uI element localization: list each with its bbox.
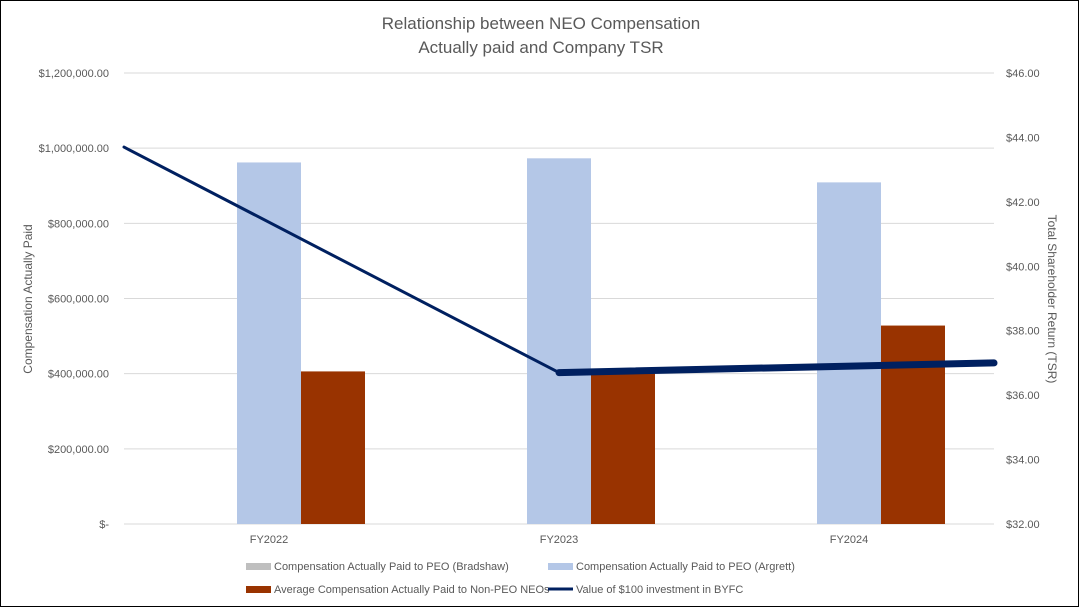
y2-tick-label: $34.00 <box>1006 455 1040 467</box>
y2-tick-label: $38.00 <box>1006 326 1040 338</box>
x-tick-label: FY2023 <box>540 534 579 546</box>
tsr-line-segment <box>122 145 561 375</box>
legend-swatch <box>246 563 271 570</box>
legend-label: Average Compensation Actually Paid to No… <box>274 584 550 596</box>
tsr-line-segment <box>555 359 998 377</box>
y2-tick-label: $32.00 <box>1006 519 1040 531</box>
chart-title-line-2: Actually paid and Company TSR <box>418 38 663 57</box>
legend-item: Compensation Actually Paid to PEO (Brads… <box>246 561 509 573</box>
legend-item: Average Compensation Actually Paid to No… <box>246 584 550 596</box>
y-axis-title: Compensation Actually Paid <box>21 224 35 373</box>
y-tick-label: $600,000.00 <box>48 294 109 306</box>
line-series <box>122 145 998 377</box>
bar <box>817 182 881 524</box>
y2-tick-label: $40.00 <box>1006 261 1040 273</box>
y-tick-label: $- <box>99 519 109 531</box>
bar <box>527 158 591 525</box>
y-tick-label: $200,000.00 <box>48 444 109 456</box>
chart-title-line-1: Relationship between NEO Compensation <box>382 14 700 33</box>
bar <box>591 371 655 524</box>
legend: Compensation Actually Paid to PEO (Brads… <box>246 561 795 596</box>
legend-label: Value of $100 investment in BYFC <box>576 584 743 596</box>
y2-tick-label: $44.00 <box>1006 132 1040 144</box>
axes: $- $200,000.00 $400,000.00 $600,000.00 $800,… <box>39 68 1040 546</box>
y-tick-label: $400,000.00 <box>48 369 109 381</box>
y2-axis-title: Total Shareholder Return (TSR) <box>1045 215 1059 384</box>
bar <box>301 371 365 524</box>
y2-tick-label: $42.00 <box>1006 197 1040 209</box>
y-tick-label: $800,000.00 <box>48 218 109 230</box>
y2-tick-label: $46.00 <box>1006 68 1040 80</box>
y-tick-label: $1,200,000.00 <box>39 68 109 80</box>
chart-title: Relationship between NEO Compensation Ac… <box>382 14 700 57</box>
legend-label: Compensation Actually Paid to PEO (Brads… <box>274 561 509 573</box>
bar <box>237 162 301 524</box>
legend-swatch <box>246 586 271 593</box>
x-tick-label: FY2022 <box>250 534 289 546</box>
bar-series <box>237 158 945 525</box>
legend-label: Compensation Actually Paid to PEO (Argre… <box>576 561 795 573</box>
y-tick-label: $1,000,000.00 <box>39 143 109 155</box>
legend-item: Value of $100 investment in BYFC <box>548 584 743 596</box>
x-tick-label: FY2024 <box>830 534 869 546</box>
bar <box>881 325 945 524</box>
legend-swatch <box>548 563 573 570</box>
y2-tick-label: $36.00 <box>1006 390 1040 402</box>
legend-item: Compensation Actually Paid to PEO (Argre… <box>548 561 795 573</box>
